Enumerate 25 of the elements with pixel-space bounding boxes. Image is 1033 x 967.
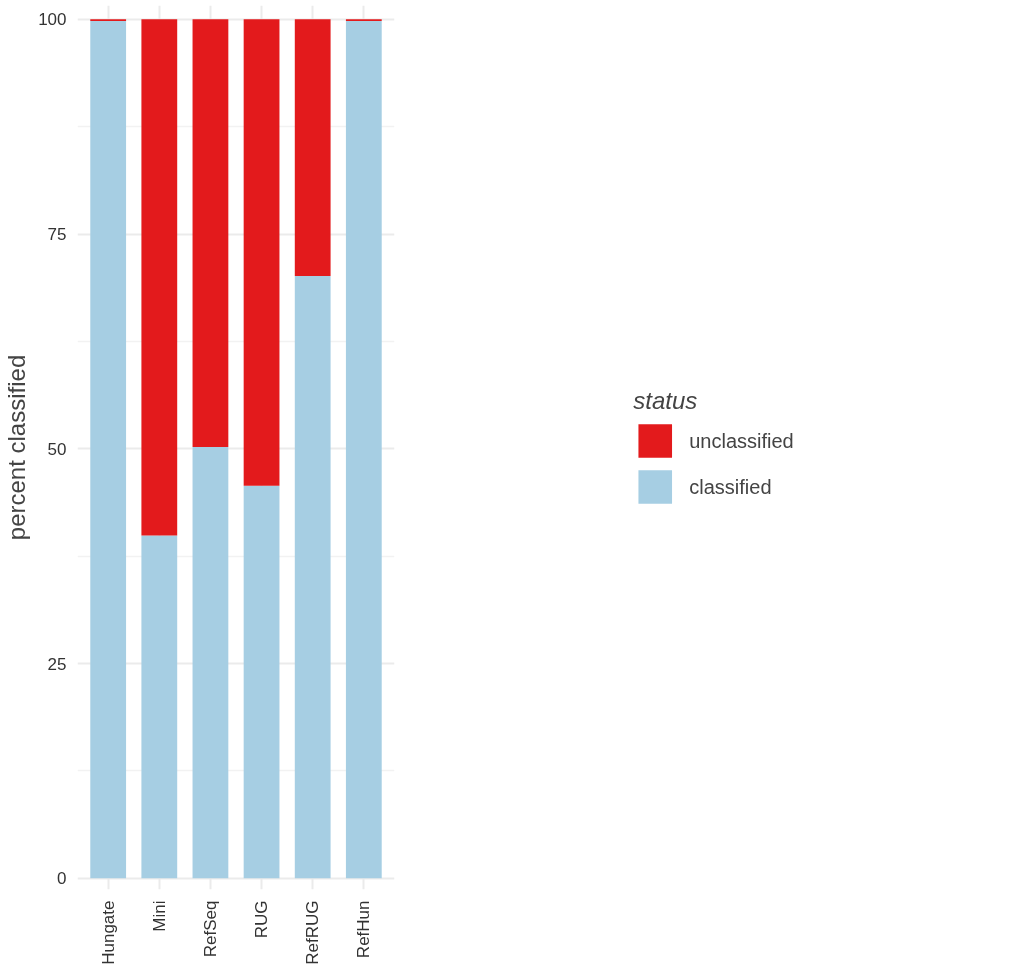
bar [192,447,229,879]
y-tick-label: 50 [47,439,67,459]
x-tick-label: RefHun [354,900,374,959]
y-tick-label: 100 [38,10,67,30]
bar [294,276,331,879]
y-tick-label: 25 [47,654,67,674]
bar [345,20,382,879]
y-tick-label: 75 [47,225,67,245]
y-axis-title: percent classified [3,354,31,541]
legend-label: unclassified [689,429,794,452]
x-tick-label: Mini [149,900,169,932]
bar [243,19,280,486]
y-tick-label: 0 [57,869,67,889]
x-tick-label: Hungate [98,900,118,965]
bar [90,20,127,879]
legend-label: classified [689,475,772,498]
bar [141,19,178,536]
bar [294,19,331,277]
bar [141,535,178,879]
x-tick-label: RUG [252,900,272,939]
bar [192,19,229,448]
legend-title: status [633,386,699,415]
x-tick-label: RefRUG [303,900,323,965]
bar [243,485,280,879]
x-tick-label: RefSeq [200,900,220,958]
